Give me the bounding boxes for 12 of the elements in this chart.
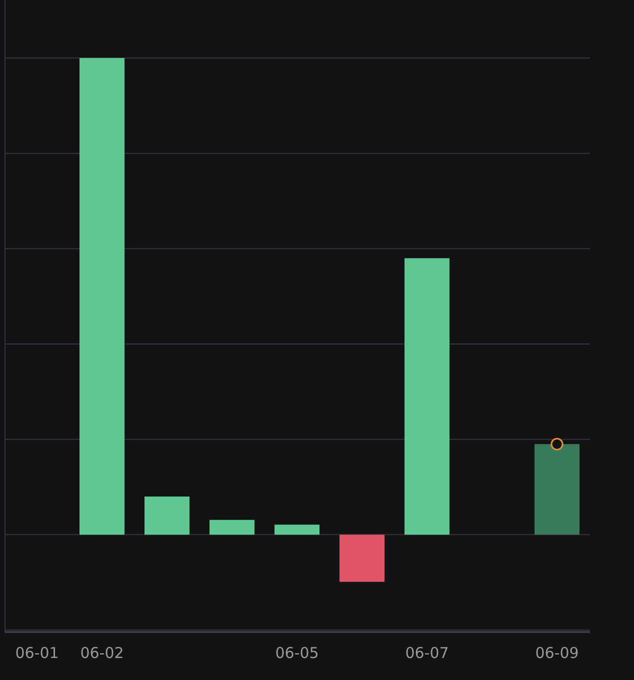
bar: [534, 444, 580, 535]
bar: [274, 524, 320, 535]
bar: [404, 258, 450, 535]
x-tick-label: 06-02: [80, 644, 124, 662]
x-tick-label: 06-01: [15, 644, 59, 662]
bar: [340, 534, 384, 582]
x-tick-label: 06-07: [405, 644, 449, 662]
bar: [210, 520, 254, 535]
x-tick-label: 06-09: [535, 644, 579, 662]
x-tick-label: 06-05: [275, 644, 319, 662]
bar: [144, 496, 190, 535]
bar: [80, 58, 124, 535]
